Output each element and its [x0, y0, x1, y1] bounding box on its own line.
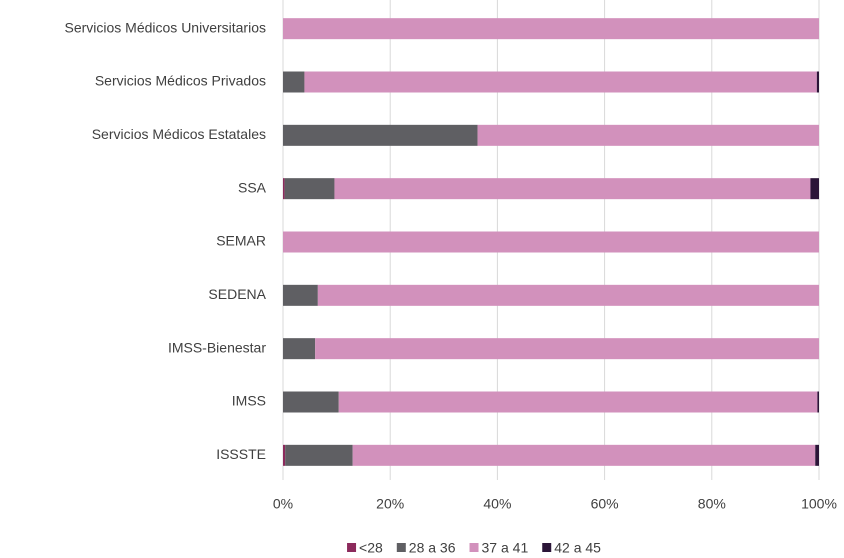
x-tick-label: 20%: [376, 496, 404, 512]
bar-segment: [352, 444, 816, 466]
y-tick-label: IMSS: [232, 393, 266, 409]
legend: <28 28 a 36 37 a 41 42 a 45: [347, 540, 601, 556]
bar-segment: [283, 71, 305, 93]
legend-label: 37 a 41: [482, 540, 529, 556]
y-tick-label: Servicios Médicos Estatales: [92, 126, 266, 142]
legend-swatch: [396, 543, 406, 552]
bar-segment: [283, 391, 339, 413]
bar-segment: [477, 124, 819, 146]
y-tick-label: Servicios Médicos Privados: [95, 73, 266, 89]
y-tick-label: SSA: [238, 179, 267, 195]
bar-segment: [285, 444, 353, 466]
legend-swatch: [542, 543, 552, 552]
bar-segment: [283, 444, 286, 466]
bar-segment: [315, 338, 819, 360]
bar-segment: [810, 178, 819, 200]
bar-segment: [817, 391, 819, 413]
bar-segment: [816, 71, 819, 93]
legend-label: 42 a 45: [554, 540, 601, 556]
bar-segment: [338, 391, 818, 413]
bar-segment: [283, 18, 819, 40]
x-tick-label: 80%: [698, 496, 726, 512]
legend-swatch: [347, 543, 357, 552]
bar-segment: [283, 231, 819, 253]
x-tick-label: 40%: [483, 496, 511, 512]
x-tick-label: 0%: [273, 496, 293, 512]
bar-segment: [304, 71, 817, 93]
x-tick-label: 100%: [801, 496, 837, 512]
y-tick-label: SEDENA: [208, 286, 266, 302]
bar-segment: [815, 444, 819, 466]
y-tick-label: ISSSTE: [216, 446, 266, 462]
bar-segment: [283, 284, 318, 306]
x-tick-label: 60%: [591, 496, 619, 512]
bar-segment: [283, 338, 316, 360]
y-tick-label: SEMAR: [216, 233, 266, 249]
legend-label: <28: [359, 540, 383, 556]
bar-segment: [334, 178, 811, 200]
bar-segment: [283, 178, 285, 200]
legend-label: 28 a 36: [409, 540, 456, 556]
bar-segment: [317, 284, 819, 306]
y-tick-label: Servicios Médicos Universitarios: [64, 19, 266, 35]
bar-segment: [283, 124, 478, 146]
bar-segment: [284, 178, 335, 200]
y-tick-label: IMSS-Bienestar: [168, 339, 266, 355]
legend-swatch: [469, 543, 479, 552]
